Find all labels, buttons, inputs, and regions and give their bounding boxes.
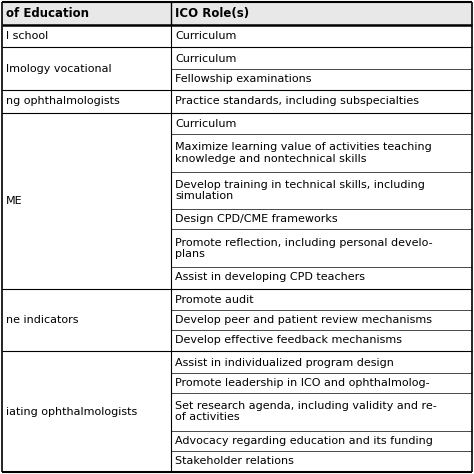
Text: Curriculum: Curriculum [175, 31, 237, 41]
Text: Practice standards, including subspecialties: Practice standards, including subspecial… [175, 96, 419, 106]
Text: Assist in developing CPD teachers: Assist in developing CPD teachers [175, 272, 365, 282]
Text: Develop training in technical skills, including
simulation: Develop training in technical skills, in… [175, 180, 425, 201]
Text: Curriculum: Curriculum [175, 54, 237, 64]
Text: Set research agenda, including validity and re-
of activities: Set research agenda, including validity … [175, 401, 437, 422]
Text: Promote reflection, including personal develo-
plans: Promote reflection, including personal d… [175, 237, 433, 259]
Text: Promote audit: Promote audit [175, 295, 254, 305]
Text: Advocacy regarding education and its funding: Advocacy regarding education and its fun… [175, 436, 433, 446]
Text: Develop effective feedback mechanisms: Develop effective feedback mechanisms [175, 335, 402, 345]
Text: iating ophthalmologists: iating ophthalmologists [6, 407, 137, 417]
Text: Assist in individualized program design: Assist in individualized program design [175, 358, 394, 368]
Text: Promote leadership in ICO and ophthalmolog-: Promote leadership in ICO and ophthalmol… [175, 378, 430, 388]
Text: Curriculum: Curriculum [175, 119, 237, 129]
Text: of Education: of Education [6, 7, 89, 20]
Text: ME: ME [6, 196, 23, 206]
Text: ng ophthalmologists: ng ophthalmologists [6, 96, 120, 106]
Text: Maximize learning value of activities teaching
knowledge and nontechnical skills: Maximize learning value of activities te… [175, 142, 432, 164]
Text: l school: l school [6, 31, 48, 41]
Text: Design CPD/CME frameworks: Design CPD/CME frameworks [175, 214, 338, 224]
Text: Develop peer and patient review mechanisms: Develop peer and patient review mechanis… [175, 315, 432, 325]
Text: lmology vocational: lmology vocational [6, 64, 111, 73]
Bar [2, 2, 472, 25]
Text: ICO Role(s): ICO Role(s) [175, 7, 249, 20]
Text: ne indicators: ne indicators [6, 315, 79, 325]
Text: Stakeholder relations: Stakeholder relations [175, 456, 294, 465]
Text: Fellowship examinations: Fellowship examinations [175, 73, 312, 83]
